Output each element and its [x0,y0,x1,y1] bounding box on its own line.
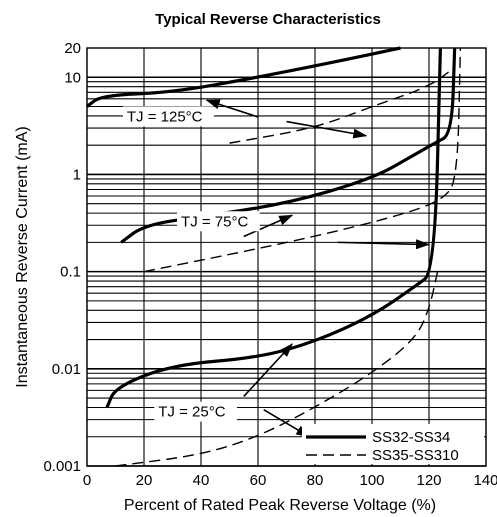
arrows [205,99,430,438]
y-tick-label: 1 [73,166,81,183]
series-line [86,46,401,108]
y-tick-label: 20 [64,40,81,57]
x-tick-label: 0 [83,472,91,489]
y-tick-label: 10 [64,69,81,86]
annotation-arrow [263,408,311,438]
y-axis-label: Instantaneous Reverse Current (mA) [14,126,31,387]
tick-labels: 0 20 40 60 80 100 120 140 0.001 0.01 0.1 1 10 20 [43,40,497,489]
y-tick-label: 0.01 [52,361,81,378]
series-line [105,47,442,409]
x-tick-label: 20 [136,472,153,489]
x-tick-label: 140 [473,472,497,489]
legend-label: SS32-SS34 [372,429,450,446]
annotation-arrow [205,99,259,118]
chart-title: Typical Reverse Characteristics [155,11,381,28]
annotation-bg [177,211,260,232]
annotation-label: TJ = 125°C [127,108,203,125]
x-tick-label: 100 [359,472,384,489]
y-tick-label: 0.001 [43,458,81,475]
annotation-bg [154,401,237,422]
legend-bg [302,424,484,464]
x-axis-label: Percent of Rated Peak Reverse Voltage (%… [124,497,436,514]
series-line [229,69,453,144]
annotation-label: TJ = 75°C [181,213,248,230]
x-tick-label: 120 [416,472,441,489]
annotation-arrow [243,343,293,397]
annotations: TJ = 125°C TJ = 75°C TJ = 25°C [122,106,260,422]
legend-label: SS35-SS310 [372,447,459,464]
annotation-arrow [337,239,430,250]
annotation-label: TJ = 25°C [158,404,225,421]
plot-frame [86,47,487,467]
annotation-arrow [243,214,294,238]
series-line [115,271,439,467]
x-tick-label: 60 [250,472,267,489]
annotation-bg [122,106,214,127]
annotation-arrow [286,120,368,139]
x-tick-label: 80 [307,472,324,489]
x-tick-label: 40 [193,472,210,489]
y-tick-label: 0.1 [60,264,81,281]
